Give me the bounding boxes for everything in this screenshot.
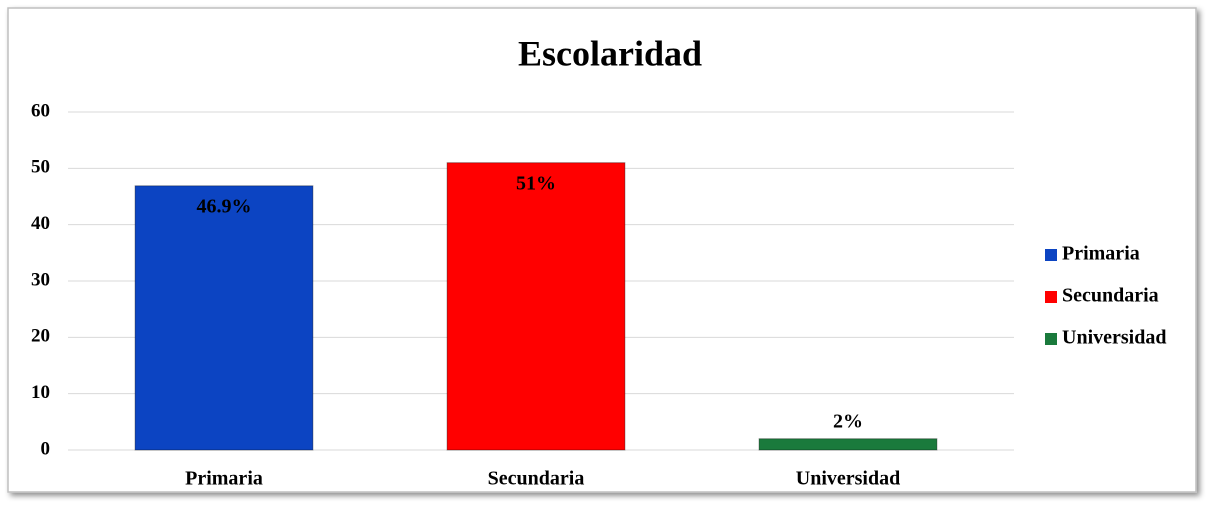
x-tick-label: Secundaria (488, 468, 585, 490)
y-tick-label: 0 (41, 438, 51, 459)
bar (758, 438, 938, 451)
legend-swatch (1045, 291, 1057, 303)
y-tick-label: 40 (31, 213, 50, 234)
chart-title: Escolaridad (518, 33, 702, 73)
data-label: 51% (516, 172, 556, 194)
bar (134, 185, 314, 451)
data-label: 2% (833, 410, 863, 432)
legend-label: Universidad (1062, 327, 1166, 349)
y-tick-label: 10 (31, 382, 50, 403)
y-tick-label: 30 (31, 269, 50, 290)
y-tick-label: 60 (31, 100, 50, 121)
legend-label: Primaria (1062, 243, 1140, 265)
legend-label: Secundaria (1062, 285, 1159, 307)
legend-swatch (1045, 333, 1057, 345)
legend-swatch (1045, 249, 1057, 261)
x-tick-label: Primaria (185, 468, 263, 490)
data-label: 46.9% (197, 195, 252, 217)
bar (446, 162, 626, 451)
x-tick-label: Universidad (796, 468, 900, 490)
y-tick-label: 20 (31, 326, 50, 347)
y-tick-label: 50 (31, 157, 50, 178)
